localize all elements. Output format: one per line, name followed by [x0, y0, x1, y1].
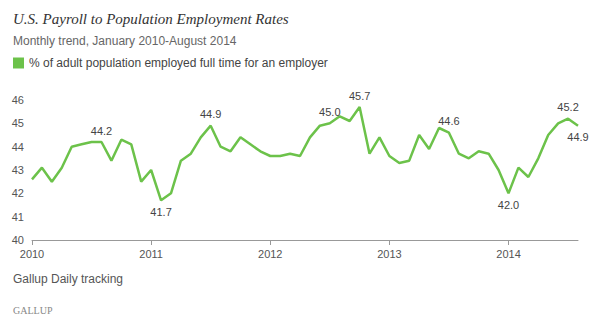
svg-text:45.0: 45.0: [319, 106, 340, 118]
svg-text:40: 40: [12, 234, 24, 246]
svg-text:Gallup Daily tracking: Gallup Daily tracking: [13, 272, 123, 286]
svg-text:44.9: 44.9: [200, 108, 221, 120]
svg-text:GALLUP: GALLUP: [13, 305, 53, 316]
svg-text:45.7: 45.7: [349, 90, 370, 102]
svg-text:41.7: 41.7: [150, 206, 171, 218]
svg-text:44: 44: [12, 141, 24, 153]
svg-text:2014: 2014: [496, 248, 520, 260]
svg-text:45.2: 45.2: [557, 101, 578, 113]
svg-text:44.6: 44.6: [438, 115, 459, 127]
svg-text:% of adult population employed: % of adult population employed full time…: [29, 56, 328, 70]
svg-text:41: 41: [12, 211, 24, 223]
svg-text:U.S. Payroll to Population Emp: U.S. Payroll to Population Employment Ra…: [13, 11, 289, 27]
svg-text:44.2: 44.2: [91, 125, 112, 137]
svg-text:2010: 2010: [20, 248, 44, 260]
svg-text:43: 43: [12, 164, 24, 176]
svg-text:42.0: 42.0: [498, 199, 519, 211]
svg-text:45: 45: [12, 117, 24, 129]
svg-text:2011: 2011: [139, 248, 163, 260]
svg-text:44.9: 44.9: [567, 131, 588, 143]
svg-text:Monthly trend, January 2010-Au: Monthly trend, January 2010-August 2014: [13, 34, 237, 48]
svg-text:42: 42: [12, 187, 24, 199]
svg-text:2012: 2012: [258, 248, 282, 260]
svg-text:46: 46: [12, 94, 24, 106]
svg-text:2013: 2013: [377, 248, 401, 260]
